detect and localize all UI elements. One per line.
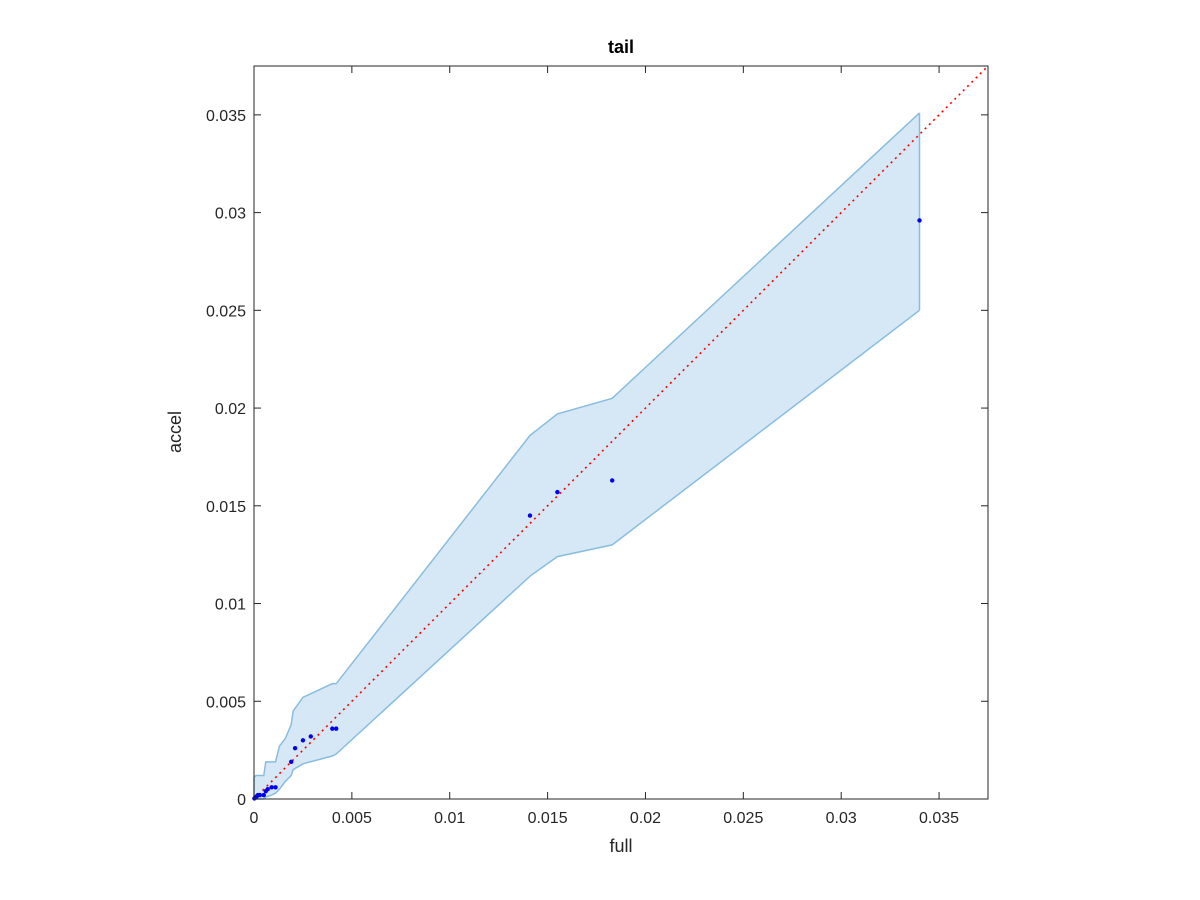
x-tick-label: 0.005: [332, 810, 372, 827]
data-point: [288, 759, 294, 765]
y-axis-ticks: 0 0.005 0.01 0.015 0.02 0.025 0.03 0.035: [206, 108, 988, 809]
y-axis-label: accel: [165, 411, 185, 453]
confidence-band: [253, 112, 921, 800]
data-point: [257, 792, 263, 798]
reference-line: [253, 65, 989, 800]
x-tick-label: 0.015: [528, 810, 568, 827]
data-point: [917, 218, 922, 223]
band-area: [254, 112, 920, 800]
x-tick-label: 0.035: [919, 810, 959, 827]
data-point: [265, 787, 270, 792]
data-point: [261, 792, 266, 798]
y-tick-label: 0.005: [206, 694, 246, 711]
x-tick-label: 0.01: [434, 810, 465, 827]
data-point: [308, 734, 313, 739]
y-tick-label: 0.015: [206, 499, 246, 516]
data-point: [269, 785, 274, 790]
data-point: [555, 489, 560, 495]
x-tick-label: 0.02: [630, 810, 661, 827]
data-point: [334, 726, 339, 731]
x-tick-label: 0.025: [723, 810, 763, 827]
data-point: [273, 785, 278, 790]
y-tick-label: 0.02: [215, 401, 246, 418]
data-point: [330, 726, 335, 731]
data-point: [609, 478, 615, 483]
data-point: [300, 738, 306, 743]
chart-title: tail: [608, 37, 634, 57]
data-point: [527, 513, 533, 518]
y-tick-label: 0.035: [206, 108, 246, 125]
band-upper-edge: [253, 112, 921, 779]
y-tick-label: 0.03: [215, 206, 246, 223]
reference-line-group: [253, 65, 989, 800]
y-tick-label: 0: [237, 792, 246, 809]
y-tick-label: 0.025: [206, 303, 246, 320]
x-tick-label: 0.03: [826, 810, 857, 827]
x-axis-label: full: [609, 836, 632, 856]
x-tick-label: 0: [250, 810, 259, 827]
y-tick-label: 0.01: [215, 597, 246, 614]
band-lower-edge: [254, 309, 920, 800]
axes-box: [253, 65, 989, 800]
x-axis-ticks: 0 0.005 0.01 0.015 0.02 0.025 0.03 0.035: [250, 66, 959, 827]
data-point: [292, 745, 298, 751]
